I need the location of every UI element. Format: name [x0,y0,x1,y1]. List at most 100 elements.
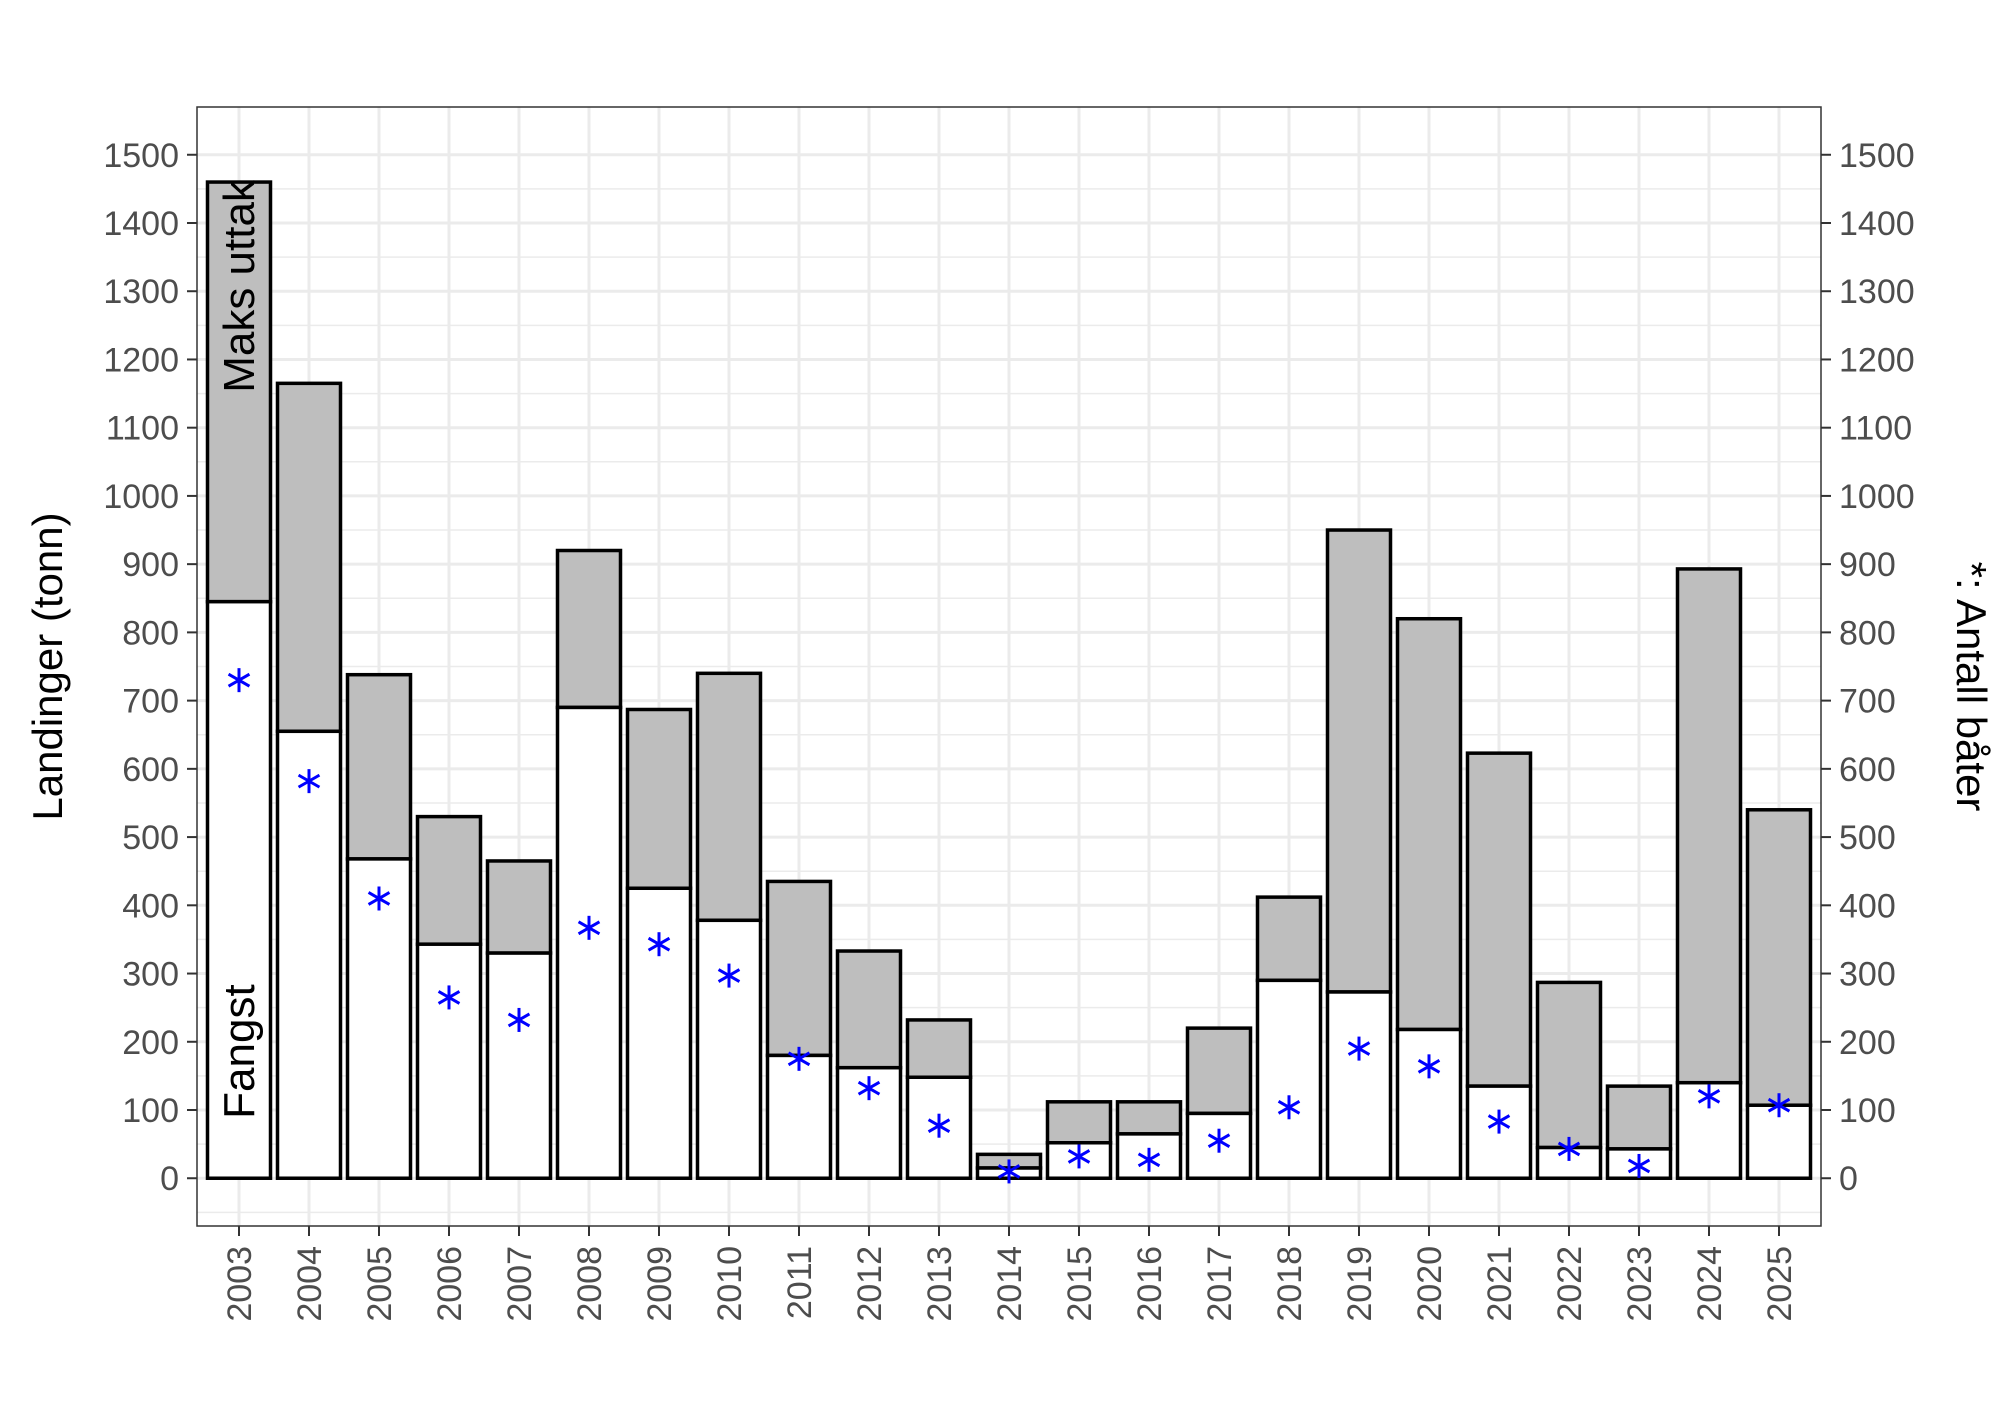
bar-maks-uttak-2010 [695,671,763,923]
bar-maks-uttak-2019 [1325,528,1393,994]
marker-stroke [577,920,601,936]
marker-stroke [437,990,461,1005]
marker-stroke [1347,1041,1371,1056]
marker-antall-baater-2024 [1697,1084,1721,1109]
x-tick-label-2007: 2007 [501,1246,539,1322]
y-tick-label-left: 600 [122,751,179,789]
marker-antall-baater-2007 [507,1007,531,1032]
bar-fangst-2004 [275,729,343,1180]
y-tick-label-left: 400 [122,887,179,925]
marker-antall-baater-2011 [787,1046,811,1071]
x-tick-label-2021: 2021 [1481,1246,1519,1322]
y-tick-label-right: 500 [1839,819,1896,857]
bar-fangst-2018 [1255,978,1323,1180]
x-tick-label-2015: 2015 [1061,1246,1099,1322]
bar-maks-uttak-2025 [1745,808,1813,1107]
marker-stroke [927,1118,951,1133]
x-tick-label-2009: 2009 [641,1246,679,1322]
marker-stroke [1767,1097,1791,1113]
y-tick-label-right: 400 [1839,887,1896,925]
bar-fangst-2005 [345,857,413,1180]
marker-antall-baater-2018 [1277,1095,1301,1120]
y-tick-label-right: 100 [1839,1092,1896,1130]
x-tick-label-2014: 2014 [991,1246,1029,1322]
bar-fangst-2009 [625,886,693,1180]
marker-antall-baater-2008 [577,915,601,940]
y-tick-label-right: 1200 [1839,341,1915,379]
bar-maks-uttak-2023 [1605,1084,1673,1151]
x-tick-label-2005: 2005 [361,1246,399,1322]
y-tick-label-left: 1200 [103,341,179,379]
bars [205,180,1813,1180]
bar-maks-uttak-2012 [835,949,903,1070]
bar-maks-uttak-2022 [1535,980,1603,1150]
x-tick-label-2016: 2016 [1131,1246,1169,1322]
marker-stroke [717,968,741,983]
bar-fangst-2010 [695,918,763,1180]
y-tick-label-right: 1100 [1839,410,1912,448]
bar-fangst-2007 [485,951,553,1180]
x-tick-label-2006: 2006 [431,1246,469,1322]
x-tick-label-2010: 2010 [711,1246,749,1322]
x-tick-label-2024: 2024 [1691,1246,1729,1322]
bar-fangst-2022 [1535,1145,1603,1180]
bar-maks-uttak-2015 [1045,1100,1113,1145]
y-tick-label-right: 600 [1839,751,1896,789]
y-tick-label-left: 1100 [106,410,179,448]
marker-stroke [1627,1158,1651,1174]
x-tick-label-2004: 2004 [291,1246,329,1322]
x-axis-ticks: 2003 2004 2005 2006 2007 2008 2009 2010 2011 2012… [221,1226,1799,1322]
y-tick-label-left: 1400 [103,205,179,243]
y-tick-label-right: 1300 [1839,273,1915,311]
y-tick-label-left: 800 [122,614,179,652]
boat-count-markers [227,668,1791,1184]
marker-antall-baater-2017 [1207,1128,1231,1153]
annotation-maks-uttak: Maks uttak [215,179,264,393]
bar-maks-uttak-2009 [625,707,693,891]
bar-maks-uttak-2024 [1675,567,1743,1085]
marker-antall-baater-2004 [297,769,321,794]
bar-maks-uttak-2011 [765,879,833,1058]
bar-maks-uttak-2017 [1185,1026,1253,1116]
bar-fangst-2019 [1325,990,1393,1180]
bar-maks-uttak-2004 [275,381,343,734]
y-axis-title-right: *: Antall båter [1948,562,1995,812]
marker-antall-baater-2022 [1557,1136,1581,1161]
marker-stroke [787,1051,811,1067]
y-tick-label-left: 100 [122,1092,179,1130]
marker-stroke [1487,1114,1511,1129]
y-tick-label-right: 1400 [1839,205,1915,243]
x-tick-label-2020: 2020 [1411,1246,1449,1322]
x-tick-label-2017: 2017 [1201,1246,1239,1322]
marker-stroke [1067,1149,1091,1164]
marker-antall-baater-2016 [1137,1147,1161,1172]
x-tick-label-2013: 2013 [921,1246,959,1322]
bar-fangst-2020 [1395,1027,1463,1180]
bar-maks-uttak-2008 [555,548,623,710]
marker-stroke [1137,1152,1161,1168]
y-axis-title-left: Landinger (tonn) [24,512,71,820]
marker-antall-baater-2015 [1067,1144,1091,1169]
y-tick-label-left: 0 [160,1160,179,1198]
y-tick-label-left: 1500 [103,137,179,175]
marker-stroke [1417,1059,1441,1074]
bar-maks-uttak-2020 [1395,616,1463,1032]
marker-stroke [297,773,321,789]
marker-stroke [1277,1099,1301,1115]
bar-fangst-2006 [415,942,483,1180]
marker-antall-baater-2020 [1417,1054,1441,1079]
bar-maks-uttak-2018 [1255,895,1323,983]
y-tick-label-left: 200 [122,1024,179,1062]
y-tick-label-right: 900 [1839,546,1896,584]
marker-stroke [997,1164,1021,1179]
bar-fangst-2011 [765,1053,833,1180]
y-tick-label-left: 700 [122,683,179,721]
marker-antall-baater-2009 [647,932,671,957]
marker-stroke [227,672,251,688]
marker-stroke [367,891,391,906]
marker-antall-baater-2019 [1347,1036,1371,1061]
x-tick-label-2003: 2003 [221,1246,259,1322]
marker-stroke [1697,1089,1721,1104]
x-tick-label-2019: 2019 [1341,1246,1379,1322]
